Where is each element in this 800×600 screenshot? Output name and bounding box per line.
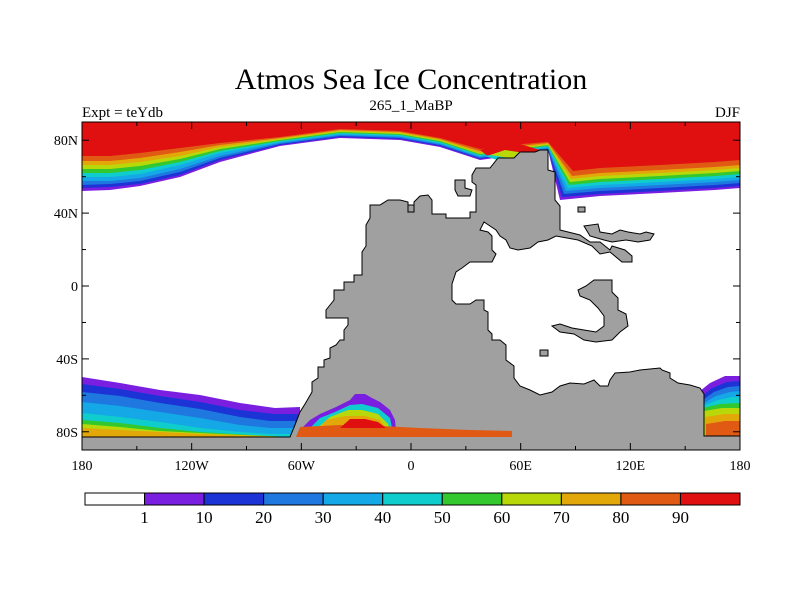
colorbar-label: 80 — [612, 508, 629, 527]
tethys-island — [539, 349, 549, 357]
arctic-sea-ice — [82, 122, 740, 200]
x-tick-label: 120W — [175, 459, 210, 474]
colorbar-box — [203, 492, 265, 506]
colorbar-box — [382, 492, 443, 506]
colorbar-label: 60 — [493, 508, 510, 527]
colorbar-box — [441, 492, 503, 506]
axis-ticks — [81, 122, 741, 450]
colorbar-label: 70 — [553, 508, 570, 527]
colorbar-boxes — [84, 492, 741, 506]
colorbar-box — [620, 492, 681, 506]
island-small-1 — [577, 206, 586, 213]
colorbar-box — [679, 492, 741, 506]
land-masses — [82, 149, 740, 450]
colorbar-label: 10 — [196, 508, 213, 527]
colorbar-box — [560, 492, 622, 506]
x-tick-label: 180 — [730, 459, 751, 474]
colorbar-box — [322, 492, 384, 506]
colorbar-label: 90 — [672, 508, 689, 527]
x-tick-label: 180 — [72, 459, 93, 474]
y-tick-label: 40N — [54, 207, 78, 222]
time-label: 265_1_MaBP — [369, 98, 452, 114]
colorbar-box — [501, 492, 562, 506]
experiment-label: Expt = teYdb — [82, 105, 163, 121]
inland-ice-6 — [340, 419, 386, 428]
colorbar-label: 40 — [374, 508, 391, 527]
y-tick-label: 40S — [56, 353, 78, 368]
pangaea-continent — [82, 149, 740, 450]
x-tick-label: 60W — [288, 459, 316, 474]
y-axis-labels: 80N 40N 0 40S 80S — [54, 134, 78, 441]
colorbar: 1 10 20 30 40 50 60 70 80 90 — [84, 492, 741, 527]
x-axis-labels: 180 120W 60W 0 60E 120E 180 — [72, 459, 751, 474]
x-tick-label: 0 — [408, 459, 415, 474]
map-plot-area — [82, 122, 740, 450]
colorbar-label: 50 — [434, 508, 451, 527]
plot-title: Atmos Sea Ice Concentration — [235, 63, 587, 96]
island-small-2 — [407, 204, 415, 213]
y-tick-label: 0 — [71, 280, 78, 295]
inland-sea-ice — [296, 394, 512, 437]
colorbar-box — [144, 492, 205, 506]
ice-band-10 — [82, 122, 740, 171]
y-tick-label: 80S — [56, 426, 78, 441]
y-tick-label: 80N — [54, 134, 78, 149]
colorbar-labels: 1 10 20 30 40 50 60 70 80 90 — [140, 508, 689, 527]
arctic-island — [454, 179, 473, 197]
colorbar-label: 30 — [315, 508, 332, 527]
x-tick-label: 60E — [509, 459, 532, 474]
colorbar-label: 20 — [255, 508, 272, 527]
season-label: DJF — [715, 105, 740, 121]
peninsula-east — [583, 223, 655, 243]
x-tick-label: 120E — [616, 459, 646, 474]
colorbar-label: 1 — [140, 508, 149, 527]
colorbar-box — [84, 492, 146, 506]
map-frame: 180 120W 60W 0 60E 120E 180 80N 40N 0 40S 80S — [54, 121, 751, 474]
eastern-archipelago — [550, 279, 629, 343]
colorbar-box — [263, 492, 324, 506]
